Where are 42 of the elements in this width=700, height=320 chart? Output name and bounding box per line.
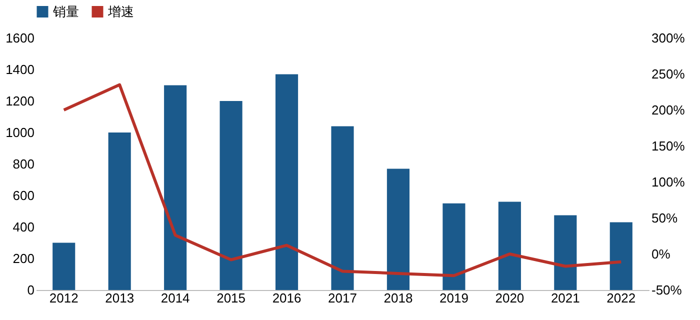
y2-tick-label: 250% <box>652 66 686 82</box>
x-tick-label: 2015 <box>216 290 246 306</box>
bar <box>108 132 131 290</box>
y-tick-label: 200 <box>12 251 34 266</box>
y-tick-label: 600 <box>12 188 34 203</box>
bar <box>220 101 242 290</box>
x-tick-label: 2013 <box>105 290 134 306</box>
y-tick-label: 1200 <box>6 94 34 108</box>
bar <box>275 74 298 290</box>
y-tick-label: 1000 <box>6 125 34 140</box>
y2-tick-label: 150% <box>652 138 686 154</box>
x-tick-label: 2021 <box>550 290 580 306</box>
x-tick-label: 2017 <box>328 290 357 306</box>
y2-tick-label: 200% <box>652 102 686 118</box>
y2-tick-label: 100% <box>652 174 686 190</box>
legend-label: 销量 <box>52 4 79 19</box>
x-tick-label: 2020 <box>495 290 524 306</box>
bar <box>331 126 354 290</box>
y-tick-label: 0 <box>27 282 34 298</box>
x-tick-label: 2022 <box>606 290 636 306</box>
x-tick-label: 2012 <box>49 290 78 306</box>
y2-tick-label: 50% <box>652 210 678 226</box>
bar <box>52 242 76 290</box>
legend-label: 增速 <box>107 4 134 19</box>
bar <box>554 215 577 290</box>
x-tick-label: 2016 <box>272 290 302 306</box>
y-tick-label: 1400 <box>6 62 34 77</box>
bar <box>610 222 632 290</box>
bar <box>442 203 466 290</box>
line-series <box>62 83 623 278</box>
x-tick-label: 2014 <box>160 290 190 306</box>
y2-tick-label: -50% <box>652 282 682 298</box>
y-tick-label: 1600 <box>6 30 34 46</box>
y-tick-label: 800 <box>12 156 34 172</box>
bar <box>386 168 410 290</box>
y-tick-label: 400 <box>12 220 34 234</box>
y2-tick-label: 0% <box>652 246 671 262</box>
bar <box>498 202 521 290</box>
y2-tick-label: 300% <box>652 30 686 46</box>
x-tick-label: 2019 <box>439 290 468 306</box>
bar <box>164 85 187 290</box>
x-tick-label: 2018 <box>384 290 413 306</box>
